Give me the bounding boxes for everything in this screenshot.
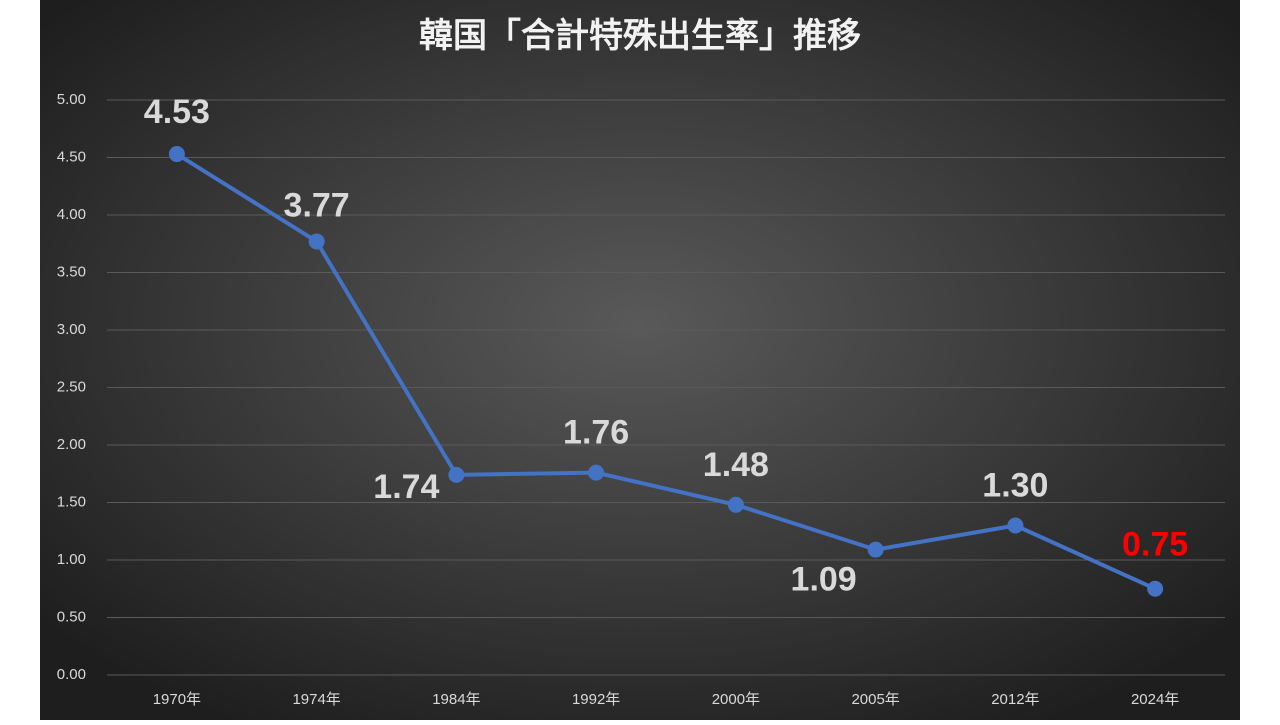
data-label: 1.74	[373, 468, 439, 506]
line	[175, 152, 1156, 591]
x-tick-label: 1974年	[292, 691, 340, 708]
marker	[588, 464, 605, 481]
y-tick-label: 3.50	[57, 263, 86, 280]
marker	[448, 466, 465, 483]
marker	[1007, 517, 1024, 534]
data-label: 1.48	[703, 446, 769, 484]
marker	[727, 496, 744, 513]
y-tick-label: 0.00	[57, 666, 86, 683]
y-tick-label: 3.00	[57, 321, 86, 338]
y-tick-label: 1.50	[57, 493, 86, 510]
x-tick-label: 1992年	[572, 691, 620, 708]
x-tick-label: 2000年	[712, 691, 760, 708]
data-label: 3.77	[284, 186, 350, 224]
chart-title: 韓国「合計特殊出生率」推移	[419, 17, 861, 55]
marker	[867, 541, 884, 558]
data-label: 1.09	[791, 561, 857, 599]
data-label: 1.30	[982, 466, 1048, 504]
marker	[1147, 580, 1164, 597]
x-tick-label: 2005年	[851, 691, 899, 708]
x-tick-label: 2012年	[991, 691, 1039, 708]
y-tick-label: 4.50	[57, 148, 86, 165]
x-tick-label: 2024年	[1131, 691, 1179, 708]
y-tick-label: 1.00	[57, 551, 86, 568]
marker	[168, 146, 185, 163]
y-tick-label: 0.50	[57, 608, 86, 625]
x-tick-label: 1984年	[432, 691, 480, 708]
chart-background	[40, 0, 1240, 720]
y-tick-label: 2.50	[57, 378, 86, 395]
y-tick-label: 2.00	[57, 436, 86, 453]
data-label: 0.75	[1122, 526, 1188, 564]
data-label: 4.53	[144, 93, 210, 131]
marker	[308, 233, 325, 250]
data-label: 1.76	[563, 414, 629, 452]
x-tick-label: 1970年	[153, 691, 201, 708]
y-tick-label: 5.00	[57, 91, 86, 108]
y-tick-label: 4.00	[57, 206, 86, 223]
